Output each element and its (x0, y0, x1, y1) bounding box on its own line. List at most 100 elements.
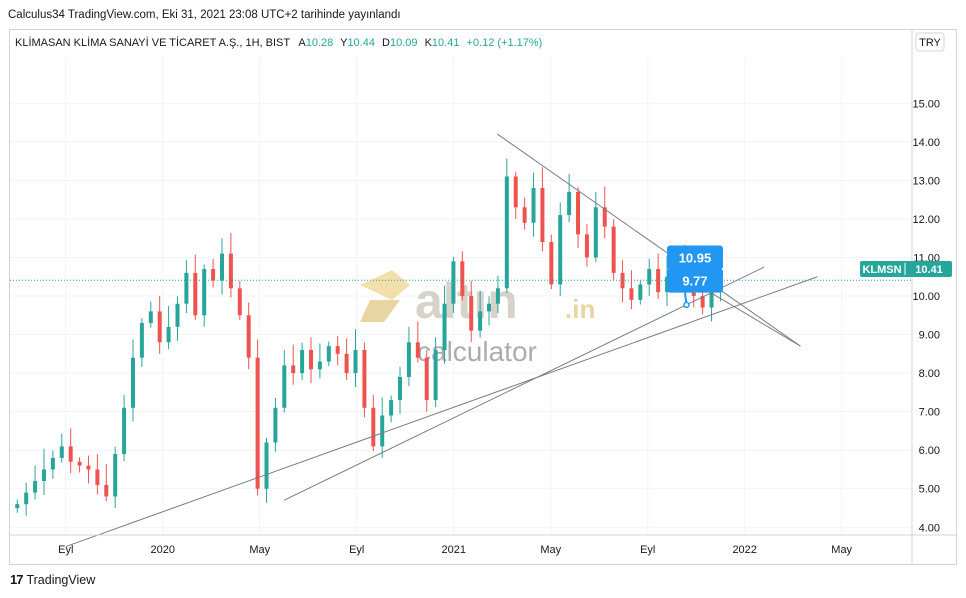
y-tick-label: 15.00 (912, 98, 940, 110)
candle (647, 258, 652, 296)
candle (33, 465, 38, 500)
candle (317, 343, 322, 379)
x-tick-label: 2022 (732, 544, 756, 556)
candle (219, 238, 224, 295)
candle (228, 232, 233, 298)
candle (95, 454, 100, 495)
candle (122, 395, 127, 461)
candle (68, 428, 73, 474)
x-tick-label: May (249, 544, 270, 556)
candle (478, 290, 483, 338)
x-axis: Eyl 2020 May Eyl 2021 May Eyl 2022 May (9, 534, 957, 556)
candle (487, 296, 492, 326)
trendline (497, 133, 801, 347)
candle (495, 275, 500, 313)
candle (549, 234, 554, 290)
candle (344, 338, 349, 381)
candle (700, 291, 705, 315)
candle (291, 344, 296, 385)
candle (255, 339, 260, 496)
y-tick-label: 8.00 (919, 368, 940, 380)
y-tick-label: 6.00 (919, 445, 940, 457)
candle (504, 158, 509, 293)
candles (15, 158, 723, 516)
callout[interactable]: 10.95 (666, 245, 723, 270)
x-tick-label: Eyl (58, 544, 73, 556)
candle (166, 306, 171, 350)
low-value: 10.09 (390, 37, 418, 49)
candle (433, 337, 438, 408)
candle (335, 336, 340, 366)
open-value: 10.28 (306, 37, 334, 49)
candle (442, 285, 447, 364)
trendline (283, 266, 765, 501)
high-value: 10.44 (347, 37, 375, 49)
candle (273, 397, 278, 452)
y-tick-label: 4.00 (919, 522, 940, 534)
x-tick-label: 2021 (441, 544, 465, 556)
candle (202, 264, 207, 327)
candle (86, 455, 91, 484)
callouts: 10.95 9.77 (666, 245, 723, 309)
y-axis: 15.0014.0013.0012.0011.0010.009.008.007.… (911, 29, 940, 565)
candle (175, 296, 180, 341)
candle (469, 280, 474, 343)
candle (593, 191, 598, 263)
footer: 17 TradingView (10, 572, 95, 587)
change-value: +0.12 (+1.17%) (467, 37, 543, 49)
price-tag-ticker: KLMSN (862, 264, 901, 276)
candle (59, 433, 64, 463)
candle (300, 342, 305, 381)
currency-button[interactable]: TRY (915, 32, 945, 52)
candle (148, 301, 153, 328)
y-tick-label: 9.00 (919, 330, 940, 342)
candle (326, 341, 331, 367)
candle (638, 279, 643, 305)
candle (282, 349, 287, 413)
candle (77, 457, 82, 473)
candle (113, 446, 118, 509)
svg-text:TRY: TRY (919, 37, 941, 49)
candle (380, 397, 385, 458)
watermark: altın .in calculator (360, 270, 595, 367)
candle (264, 437, 269, 503)
y-tick-label: 13.00 (912, 175, 940, 187)
svg-text:KLİMASAN KLİMA SANAYİ VE TİCAR: KLİMASAN KLİMA SANAYİ VE TİCARET A.Ş., 1… (15, 36, 542, 49)
price-tag-value: 10.41 (915, 264, 943, 276)
candle (139, 318, 144, 367)
y-tick-label: 5.00 (919, 484, 940, 496)
y-tick-label: 10.00 (912, 291, 940, 303)
candle (602, 186, 607, 239)
candle (531, 172, 536, 237)
candle (50, 450, 55, 479)
candle (15, 499, 20, 513)
candle (415, 321, 420, 363)
candle (130, 339, 135, 422)
candle (513, 171, 518, 219)
x-tick-label: May (831, 544, 852, 556)
candle (611, 219, 616, 280)
candle (24, 482, 29, 516)
candle (157, 296, 162, 354)
candle (656, 253, 661, 300)
tradingview-logo-icon: 17 (10, 572, 24, 587)
candle (309, 337, 314, 384)
candle (584, 224, 589, 267)
candle (353, 329, 358, 387)
callout[interactable]: 9.77 (666, 268, 723, 309)
y-tick-label: 12.00 (912, 214, 940, 226)
footer-brand: TradingView (26, 572, 96, 587)
candle (246, 302, 251, 370)
candle (184, 260, 189, 313)
candle (211, 258, 216, 288)
watermark-brand: altın (415, 273, 518, 329)
candle (460, 251, 465, 301)
trendline (703, 287, 801, 347)
candle (406, 326, 411, 387)
watermark-logo-icon (360, 270, 410, 322)
candle (576, 187, 581, 249)
candle (389, 395, 394, 423)
candle (237, 280, 242, 320)
y-tick-label: 7.00 (919, 407, 940, 419)
